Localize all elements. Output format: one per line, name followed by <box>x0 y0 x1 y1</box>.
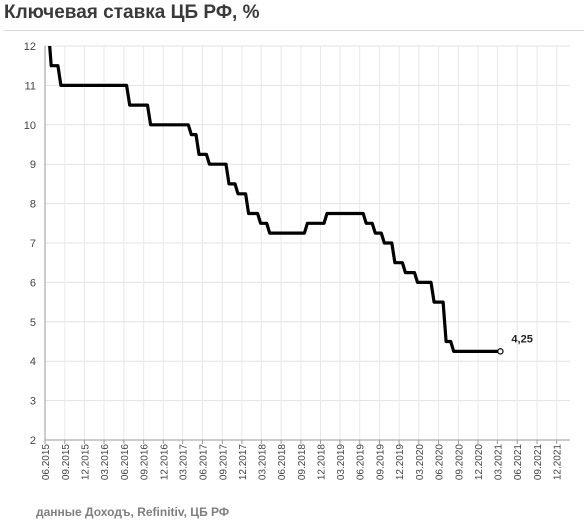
x-tick-label: 09.2015 <box>61 444 72 481</box>
axes <box>44 46 570 444</box>
x-tick-label: 12.2017 <box>238 444 249 481</box>
y-tick-label: 10 <box>24 120 36 132</box>
y-axis-ticks: 2 3 4 5 6 7 8 9 10 11 12 <box>24 41 36 447</box>
x-tick-label: 06.2018 <box>277 444 288 481</box>
x-tick-label: 12.2021 <box>553 444 564 481</box>
y-tick-label: 3 <box>30 396 36 408</box>
y-tick-label: 2 <box>30 435 36 447</box>
chart-title: Ключевая ставка ЦБ РФ, % <box>4 2 260 23</box>
x-tick-label: 12.2015 <box>80 444 91 481</box>
x-tick-label: 06.2017 <box>198 444 209 481</box>
x-tick-label: 09.2020 <box>454 444 465 481</box>
key-rate-line <box>48 46 501 353</box>
x-axis-ticks: 06.2015 09.2015 12.2015 03.2016 06.2016 09.20… <box>41 444 564 481</box>
x-tick-label: 12.2018 <box>317 444 328 481</box>
x-tick-label: 09.2021 <box>533 444 544 481</box>
x-tick-label: 09.2017 <box>218 444 229 481</box>
x-tick-label: 09.2019 <box>376 444 387 481</box>
x-tick-label: 03.2021 <box>493 444 504 481</box>
y-tick-label: 5 <box>30 317 36 329</box>
x-tick-label: 12.2020 <box>474 444 485 481</box>
x-tick-label: 06.2020 <box>435 444 446 481</box>
x-tick-label: 12.2019 <box>395 444 406 481</box>
x-tick-label: 12.2016 <box>159 444 170 481</box>
y-tick-label: 12 <box>24 41 36 53</box>
x-tick-label: 03.2018 <box>257 444 268 481</box>
title-divider <box>4 30 584 31</box>
y-tick-label: 4 <box>30 356 36 368</box>
last-value-label: 4,25 <box>511 333 532 345</box>
last-value-marker <box>497 348 504 355</box>
x-tick-label: 09.2016 <box>140 444 151 481</box>
grid <box>44 45 570 441</box>
x-tick-label: 06.2019 <box>356 444 367 481</box>
data-labels: 4,25 <box>497 333 533 355</box>
series <box>48 46 501 353</box>
x-tick-label: 06.2015 <box>41 444 52 481</box>
x-tick-label: 03.2016 <box>100 444 111 481</box>
y-tick-label: 11 <box>25 80 36 92</box>
x-tick-label: 06.2016 <box>120 444 131 481</box>
y-tick-label: 8 <box>30 199 36 211</box>
x-tick-label: 06.2021 <box>513 444 524 481</box>
x-tick-label: 03.2017 <box>179 444 190 481</box>
x-tick-label: 03.2020 <box>415 444 426 481</box>
y-tick-label: 9 <box>30 159 36 171</box>
x-tick-label: 03.2019 <box>336 444 347 481</box>
source-note: данные Доходъ, Refinitiv, ЦБ РФ <box>36 505 230 519</box>
x-tick-label: 09.2018 <box>297 444 308 481</box>
y-tick-label: 6 <box>30 277 36 289</box>
y-tick-label: 7 <box>30 238 36 250</box>
